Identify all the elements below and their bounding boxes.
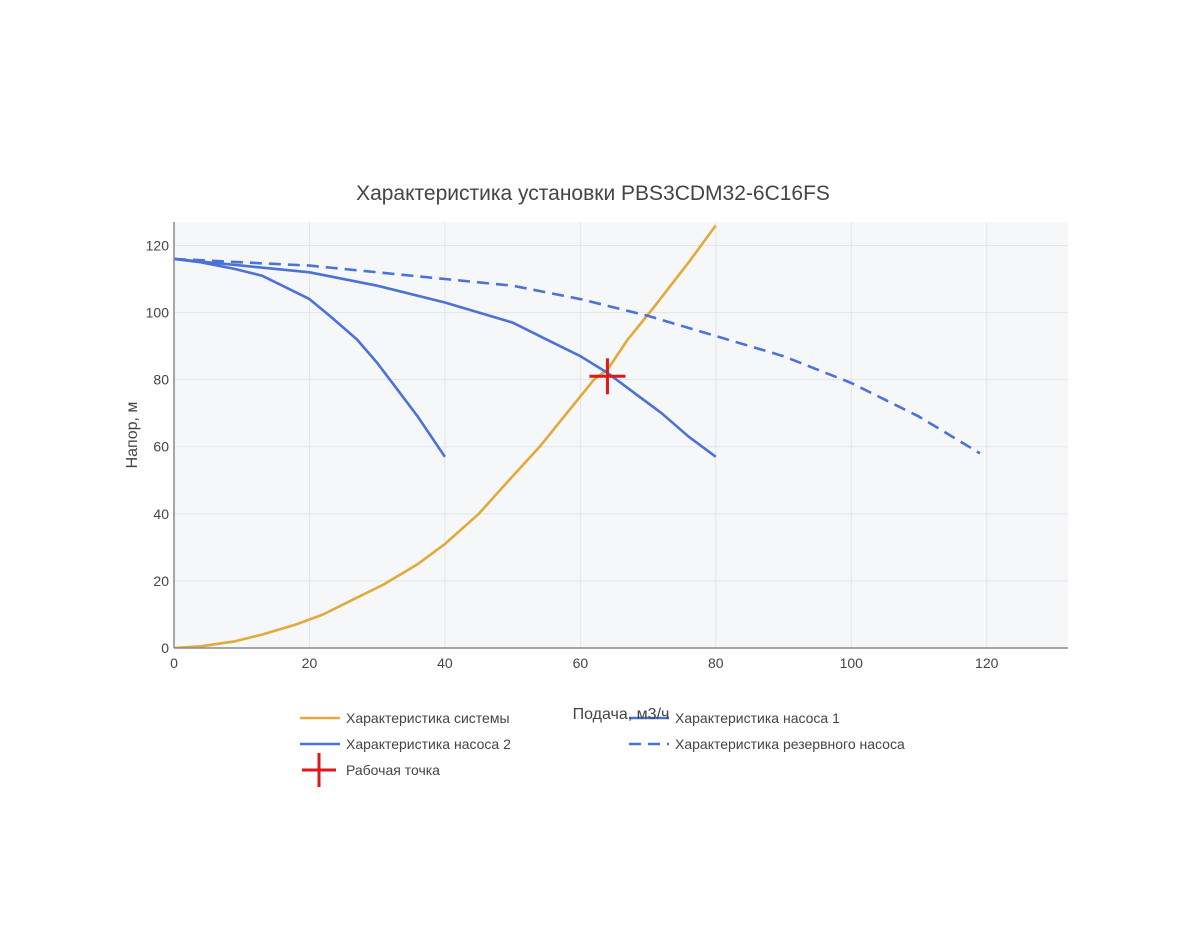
legend-item-pump-2: Характеристика насоса 2 xyxy=(300,736,511,752)
legend-item-system: Характеристика системы xyxy=(300,710,510,726)
legend-label: Характеристика насоса 2 xyxy=(346,736,511,752)
x-tick-label: 80 xyxy=(708,655,724,671)
x-tick-label: 40 xyxy=(437,655,453,671)
tick-labels: 0 20 40 60 80 100 120 0 20 40 60 80 100 120 xyxy=(146,237,999,671)
series-line-reserve-pump xyxy=(174,257,981,455)
chart-title: Характеристика установки PBS3CDM32-6C16F… xyxy=(356,182,830,205)
x-tick-label: 60 xyxy=(573,655,589,671)
grid xyxy=(174,222,1068,648)
y-tick-label: 40 xyxy=(153,506,169,522)
x-tick-label: 120 xyxy=(975,655,999,671)
series-line-pump-2 xyxy=(174,257,717,458)
y-tick-label: 20 xyxy=(153,573,169,589)
y-tick-label: 100 xyxy=(146,305,170,321)
operating-point-marker xyxy=(589,358,626,395)
y-tick-label: 80 xyxy=(153,372,169,388)
legend-label: Характеристика системы xyxy=(346,710,510,726)
y-tick-label: 120 xyxy=(146,237,170,253)
legend-item-pump-1: Характеристика насоса 1 xyxy=(629,710,840,726)
y-axis-title: Напор, м xyxy=(124,402,141,469)
series-line-pump-1 xyxy=(174,257,446,458)
series-line-system xyxy=(174,224,717,648)
x-tick-label: 100 xyxy=(840,655,864,671)
legend-item-reserve-pump: Характеристика резервного насоса xyxy=(629,736,905,752)
axes xyxy=(173,222,1068,649)
legend-item-operating-point: Рабочая точка xyxy=(302,753,440,787)
plot-background xyxy=(174,222,1068,648)
series-layer xyxy=(174,224,981,648)
y-tick-label: 60 xyxy=(153,439,169,455)
legend-label: Характеристика резервного насоса xyxy=(675,736,905,752)
y-tick-label: 0 xyxy=(161,640,169,656)
legend-label: Характеристика насоса 1 xyxy=(675,710,840,726)
x-tick-label: 0 xyxy=(170,655,178,671)
legend-label: Рабочая точка xyxy=(346,762,440,778)
x-axis-title: Подача, м3/ч xyxy=(573,706,670,723)
legend: Характеристика системы Характеристика нас… xyxy=(300,710,905,787)
x-tick-label: 20 xyxy=(302,655,318,671)
